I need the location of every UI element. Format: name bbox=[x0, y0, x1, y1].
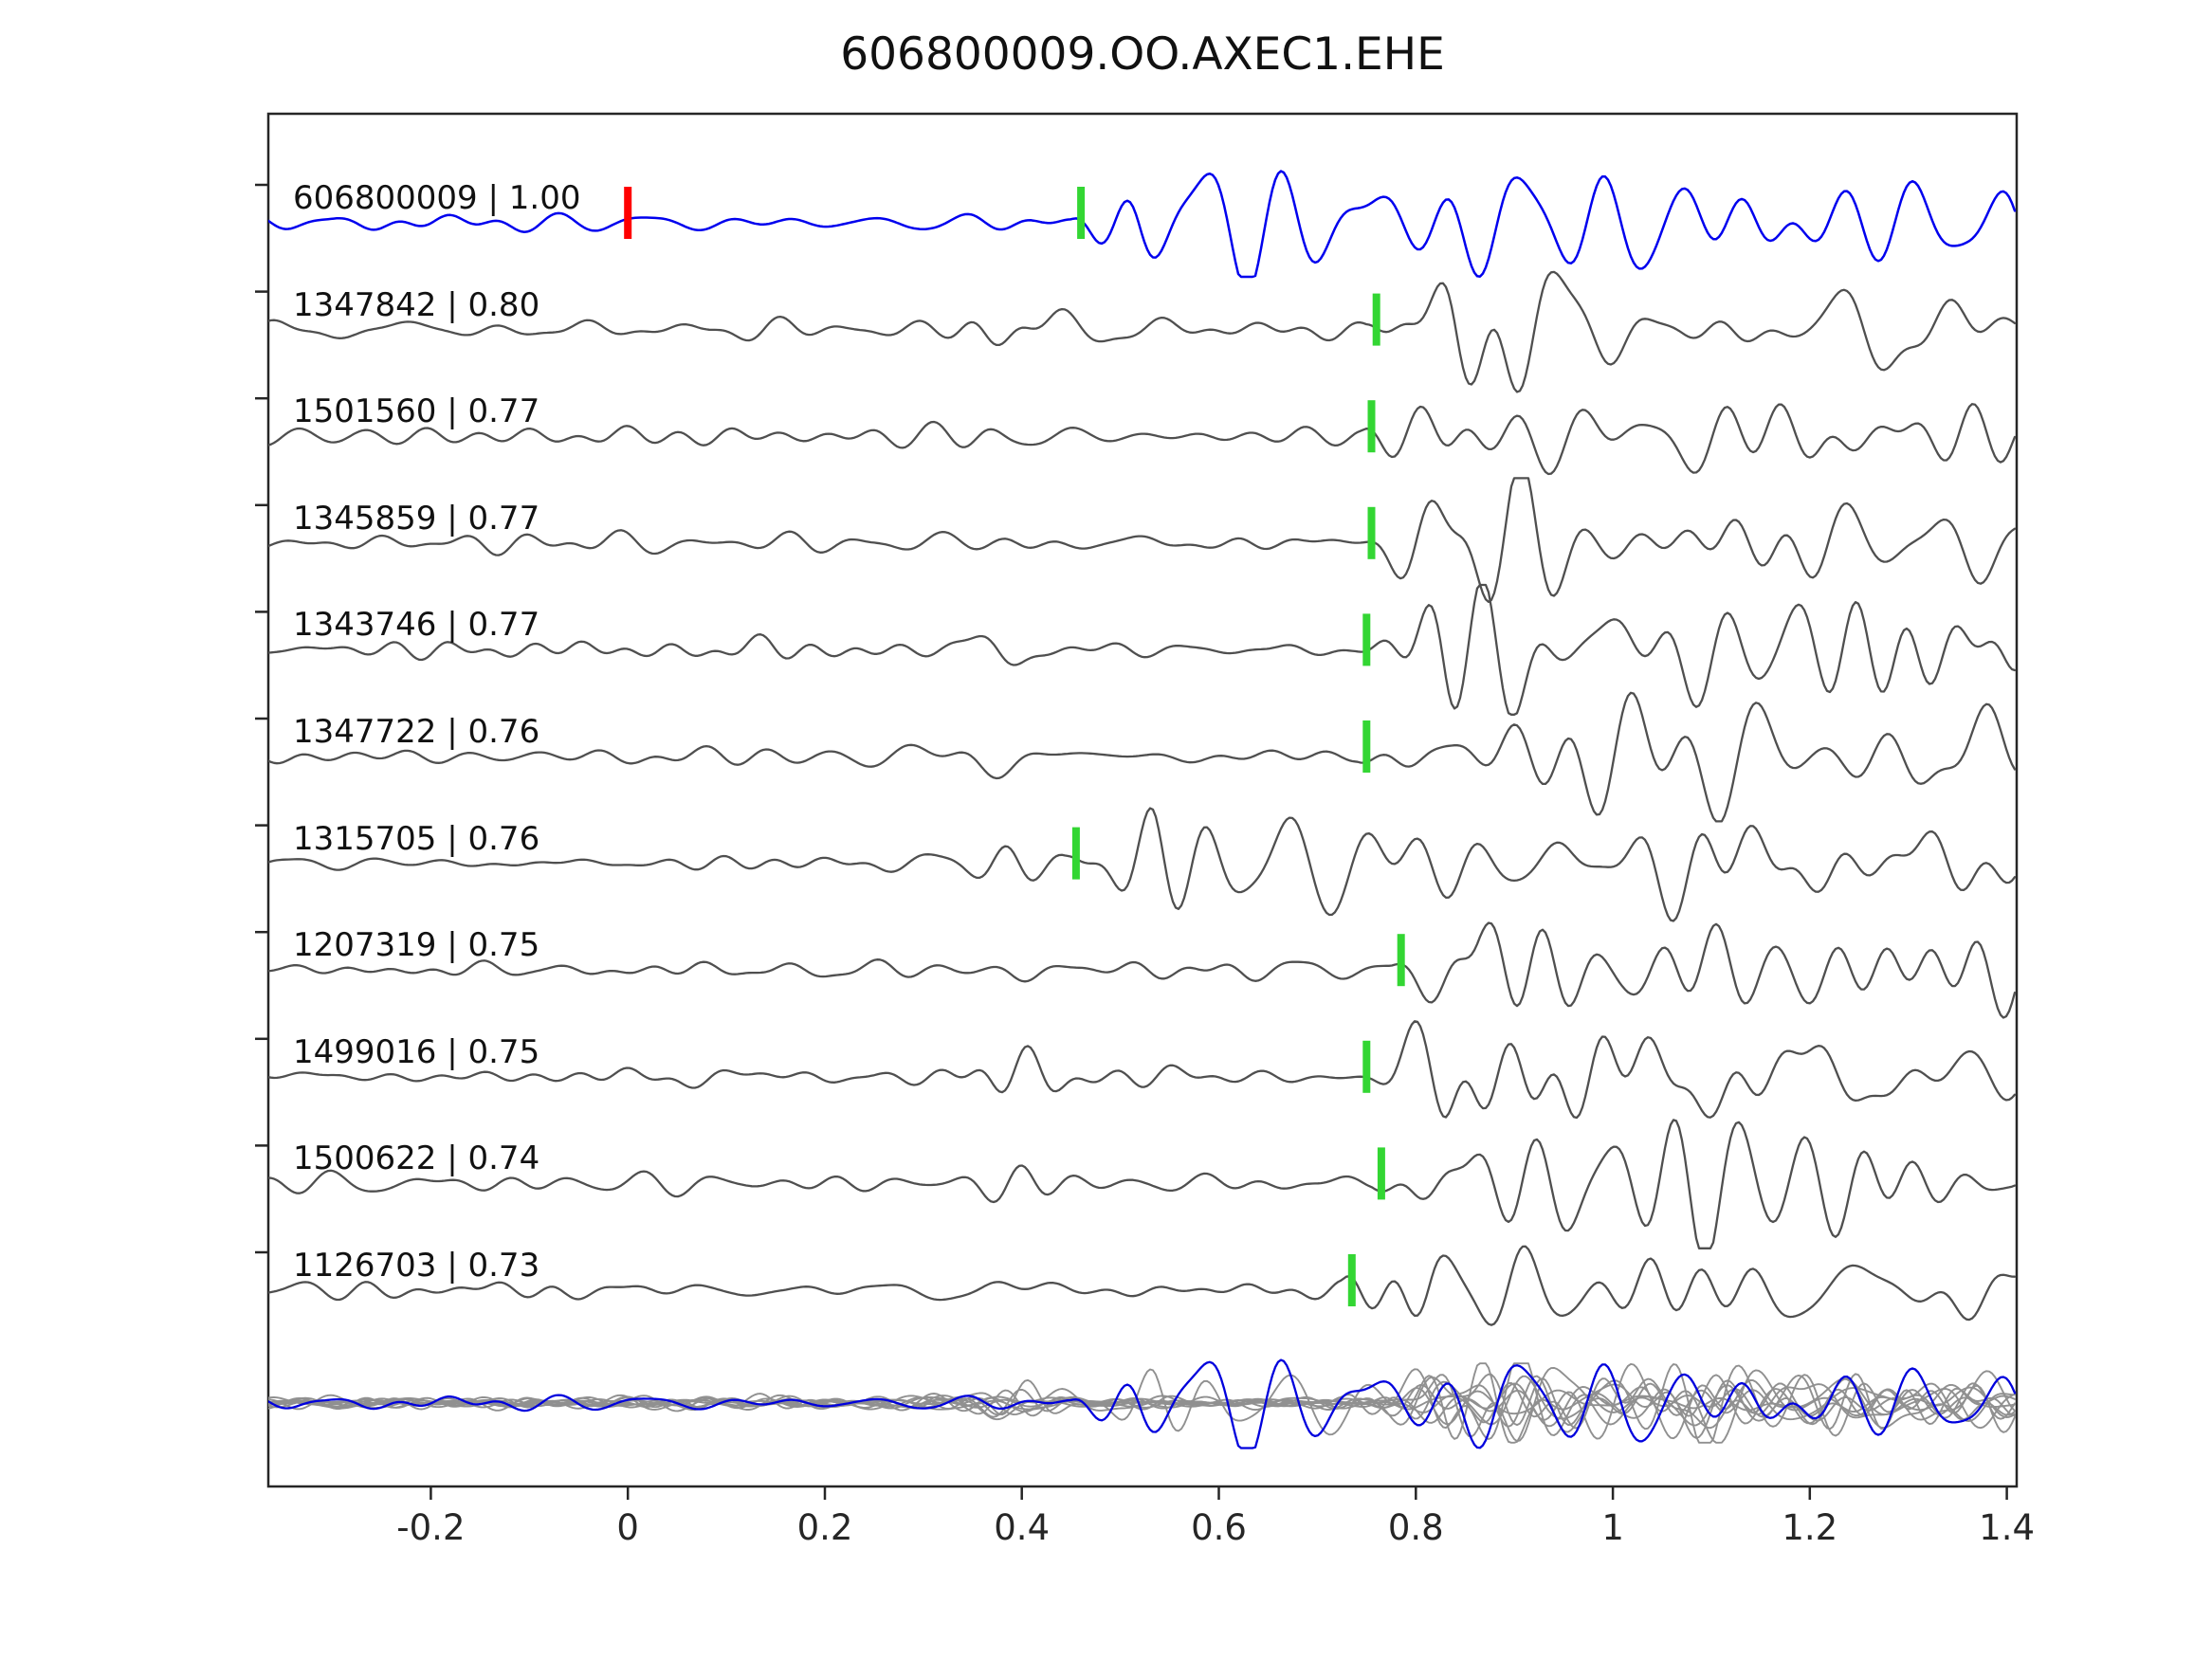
pick-marker bbox=[1071, 827, 1080, 880]
trace-label-detection-4: 1343746 | 0.77 bbox=[293, 606, 540, 645]
trace-label-detection-2: 1501560 | 0.77 bbox=[293, 392, 540, 431]
waveform-trace bbox=[268, 1363, 2016, 1444]
waveform-trace bbox=[268, 403, 2017, 476]
waveform-trace bbox=[268, 921, 2017, 1019]
trace-label-detection-9: 1500622 | 0.74 bbox=[293, 1139, 540, 1178]
x-tick-label: 0.6 bbox=[1191, 1507, 1247, 1548]
x-tick-label: 1.2 bbox=[1782, 1507, 1838, 1548]
waveform-trace bbox=[268, 170, 2017, 279]
waveform-trace bbox=[268, 583, 2017, 716]
trace-label-detection-5: 1347722 | 0.76 bbox=[293, 713, 540, 751]
trace-label-detection-10: 1126703 | 0.73 bbox=[293, 1247, 540, 1285]
trace-label-detection-1: 1347842 | 0.80 bbox=[293, 285, 540, 324]
pick-marker bbox=[1347, 1254, 1356, 1306]
x-tick-label: 1 bbox=[1601, 1507, 1624, 1548]
waveform-trace bbox=[268, 1119, 2017, 1249]
x-tick-label: 0.2 bbox=[796, 1507, 853, 1548]
waveform-trace bbox=[268, 477, 2017, 604]
waveform-trace bbox=[268, 1375, 2016, 1426]
trace-label-template: 606800009 | 1.00 bbox=[293, 179, 581, 217]
x-tick-label: 1.4 bbox=[1979, 1507, 2036, 1548]
trace-label-detection-7: 1207319 | 0.75 bbox=[293, 926, 540, 965]
waveform-trace bbox=[268, 1245, 2017, 1326]
template-origin-marker bbox=[624, 187, 632, 239]
pick-marker bbox=[1377, 1147, 1385, 1200]
x-tick-label: -0.2 bbox=[396, 1507, 466, 1548]
pick-marker bbox=[1362, 1040, 1371, 1093]
waveform-trace bbox=[268, 691, 2017, 823]
waveform-trace bbox=[268, 1020, 2017, 1120]
axes-box bbox=[266, 112, 2019, 1488]
x-tick-label: 0.8 bbox=[1387, 1507, 1444, 1548]
trace-label-detection-8: 1499016 | 0.75 bbox=[293, 1032, 540, 1071]
pick-marker bbox=[1077, 187, 1086, 239]
pick-marker bbox=[1362, 613, 1371, 666]
waveform-trace bbox=[268, 1358, 2017, 1449]
waveform-trace bbox=[268, 807, 2017, 922]
pick-marker bbox=[1397, 934, 1405, 987]
pick-marker bbox=[1372, 293, 1380, 346]
x-tick-label: 0 bbox=[616, 1507, 639, 1548]
chart-title: 606800009.OO.AXEC1.EHE bbox=[840, 28, 1445, 81]
pick-marker bbox=[1362, 720, 1371, 773]
pick-marker bbox=[1367, 400, 1376, 453]
trace-label-detection-6: 1315705 | 0.76 bbox=[293, 819, 540, 858]
x-tick-label: 0.4 bbox=[994, 1507, 1051, 1548]
trace-label-detection-3: 1345859 | 0.77 bbox=[293, 499, 540, 538]
pick-marker bbox=[1367, 506, 1376, 559]
waveform-trace bbox=[268, 270, 2017, 393]
